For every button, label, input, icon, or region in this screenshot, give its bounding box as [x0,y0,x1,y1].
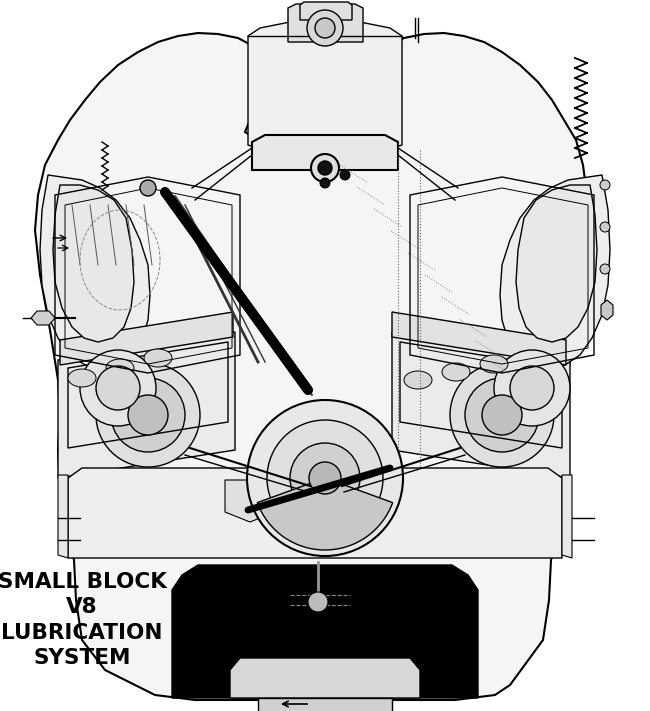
Circle shape [111,378,185,452]
Circle shape [128,395,168,435]
Polygon shape [172,565,478,698]
Circle shape [600,180,610,190]
Circle shape [307,10,343,46]
Polygon shape [562,475,572,558]
Circle shape [267,420,383,536]
Ellipse shape [68,369,96,387]
Ellipse shape [404,371,432,389]
Polygon shape [40,175,150,368]
Circle shape [320,178,330,188]
Polygon shape [248,20,402,158]
Polygon shape [392,332,570,478]
Wedge shape [257,478,393,550]
Circle shape [315,18,335,38]
Polygon shape [58,332,235,478]
Circle shape [247,400,403,556]
Polygon shape [60,312,233,365]
Polygon shape [258,698,392,711]
Polygon shape [230,658,420,698]
Ellipse shape [442,363,470,381]
Circle shape [494,350,570,426]
Circle shape [340,170,350,180]
Polygon shape [53,185,134,342]
Polygon shape [252,135,398,170]
Polygon shape [300,2,352,20]
Circle shape [311,154,339,182]
Circle shape [482,395,522,435]
Polygon shape [601,300,613,320]
Circle shape [96,363,200,467]
Polygon shape [285,480,335,522]
Text: SMALL BLOCK
V8
LUBRICATION
SYSTEM: SMALL BLOCK V8 LUBRICATION SYSTEM [0,572,166,668]
Polygon shape [225,480,275,522]
Circle shape [600,264,610,274]
Polygon shape [345,480,395,522]
Circle shape [140,180,156,196]
Polygon shape [516,185,597,342]
Polygon shape [500,175,610,368]
Circle shape [96,366,140,410]
Circle shape [80,350,156,426]
Circle shape [510,366,554,410]
Circle shape [318,161,332,175]
Circle shape [600,222,610,232]
Polygon shape [31,311,55,325]
Circle shape [308,592,328,612]
Ellipse shape [144,349,172,367]
Polygon shape [68,468,562,558]
Polygon shape [58,475,68,558]
Circle shape [465,378,539,452]
Polygon shape [392,312,566,365]
Circle shape [309,462,341,494]
Circle shape [290,443,360,513]
Circle shape [450,363,554,467]
Polygon shape [288,4,363,42]
Polygon shape [35,33,590,700]
Ellipse shape [106,359,134,377]
Ellipse shape [480,355,508,373]
